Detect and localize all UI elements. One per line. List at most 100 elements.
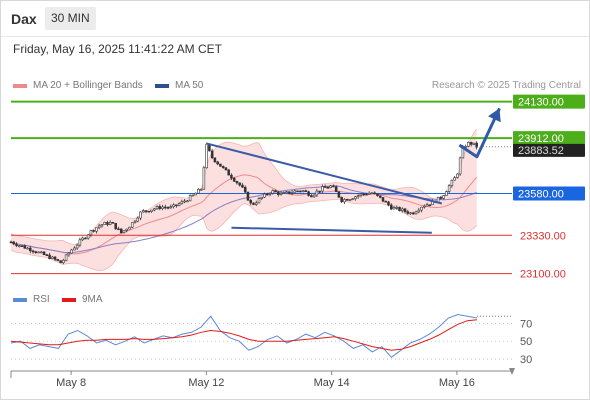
candle-body-103 xyxy=(293,190,297,193)
ma20-line xyxy=(10,174,478,255)
candle-body-62 xyxy=(180,201,184,204)
candle-body-126 xyxy=(356,195,360,198)
candle-body-26 xyxy=(81,237,84,241)
chart-datetime: Friday, May 16, 2025 11:41:22 AM CET xyxy=(13,42,222,56)
candle-body-145 xyxy=(409,212,412,215)
candle-body-32 xyxy=(97,225,101,229)
candle-body-29 xyxy=(89,230,93,236)
candle-body-127 xyxy=(359,193,363,196)
candle-body-167 xyxy=(469,142,473,145)
triangle-lower-line xyxy=(231,226,432,234)
candle-body-58 xyxy=(169,206,173,209)
candle-body-134 xyxy=(378,195,382,198)
candle-body-2 xyxy=(15,243,18,247)
candle-body-82 xyxy=(235,181,239,184)
candle-body-152 xyxy=(428,204,432,206)
candle-body-28 xyxy=(86,234,90,239)
candle-body-81 xyxy=(232,177,236,182)
legend-9ma: 9MA xyxy=(62,294,103,305)
candle-body-55 xyxy=(161,206,164,209)
candle-body-138 xyxy=(389,204,393,210)
candle-body-158 xyxy=(445,191,448,196)
candle-body-114 xyxy=(323,186,327,188)
candle-body-39 xyxy=(117,228,120,231)
candle-body-21 xyxy=(67,252,71,256)
candle-body-166 xyxy=(467,142,470,147)
credit-text: Research © 2025 Trading Central xyxy=(431,80,581,91)
candle-body-61 xyxy=(177,203,181,206)
candle-body-20 xyxy=(64,254,68,261)
last-price-label: 23883.52 xyxy=(518,145,564,157)
candle-body-77 xyxy=(221,166,225,168)
candle-body-144 xyxy=(406,211,410,214)
top-bar: Dax 30 MIN xyxy=(0,0,590,37)
candle-body-27 xyxy=(84,237,87,240)
candle-body-59 xyxy=(172,204,175,207)
candle-body-156 xyxy=(439,196,443,199)
candle-body-1 xyxy=(12,241,16,245)
candle-body-120 xyxy=(340,196,343,203)
rsi-ma9-line xyxy=(10,319,477,351)
candle-body-30 xyxy=(92,230,95,232)
candle-body-19 xyxy=(62,260,65,264)
candle-body-128 xyxy=(362,193,365,196)
candle-body-44 xyxy=(130,222,134,228)
candle-body-49 xyxy=(144,210,148,212)
candle-body-124 xyxy=(351,198,354,201)
candle-body-112 xyxy=(318,190,321,193)
candle-body-34 xyxy=(103,222,106,225)
candle-body-159 xyxy=(447,185,451,192)
candle-body-10 xyxy=(37,251,40,254)
candle-body-16 xyxy=(53,256,57,260)
x-tick-label-2: May 14 xyxy=(314,377,350,389)
level-tag-1 xyxy=(513,131,585,146)
candle-body-115 xyxy=(326,187,330,189)
legend-rsi-swatch xyxy=(13,297,27,302)
candle-body-108 xyxy=(307,191,310,196)
candle-body-101 xyxy=(288,191,291,194)
candle-body-47 xyxy=(139,211,142,219)
candle-body-68 xyxy=(197,189,200,194)
candle-body-163 xyxy=(458,157,462,175)
level-label-3: 23330.00 xyxy=(520,230,566,242)
timeframe-button[interactable]: 30 MIN xyxy=(45,7,96,30)
candle-body-70 xyxy=(202,167,206,190)
candle-body-52 xyxy=(153,208,156,211)
candle-body-96 xyxy=(274,190,277,193)
candle-body-31 xyxy=(95,227,98,232)
x-tick-label-1: May 12 xyxy=(188,377,224,389)
candle-body-99 xyxy=(282,192,286,194)
candle-body-133 xyxy=(376,193,379,196)
candle-body-168 xyxy=(472,142,476,145)
candle-body-50 xyxy=(147,210,151,213)
candle-body-66 xyxy=(191,194,195,197)
candle-body-33 xyxy=(100,224,104,227)
candle-body-22 xyxy=(70,249,73,254)
candle-body-3 xyxy=(18,245,21,248)
level-label-1: 23912.00 xyxy=(518,133,564,145)
candle-body-36 xyxy=(108,222,112,225)
candle-body-64 xyxy=(186,200,189,203)
legend-ma50: MA 50 xyxy=(155,80,203,91)
candle-body-80 xyxy=(230,174,233,179)
ma50-line xyxy=(10,185,477,253)
candle-body-9 xyxy=(34,251,38,253)
candle-body-83 xyxy=(238,182,241,186)
level-label-0: 24130.00 xyxy=(518,97,564,109)
candle-body-79 xyxy=(227,169,230,176)
candle-body-74 xyxy=(213,157,217,163)
candle-body-123 xyxy=(348,199,352,201)
candle-body-38 xyxy=(114,222,117,230)
candle-body-157 xyxy=(442,195,445,199)
candle-body-43 xyxy=(128,226,131,230)
candle-body-40 xyxy=(119,228,123,234)
candle-body-42 xyxy=(125,228,128,231)
legend-ma50-label: MA 50 xyxy=(175,80,204,91)
candle-body-86 xyxy=(246,191,250,201)
candle-body-69 xyxy=(199,188,203,191)
legend-bollinger: MA 20 + Bollinger Bands xyxy=(13,80,143,91)
candle-body-119 xyxy=(337,191,341,198)
candle-body-149 xyxy=(420,206,423,211)
candle-body-4 xyxy=(20,245,24,248)
